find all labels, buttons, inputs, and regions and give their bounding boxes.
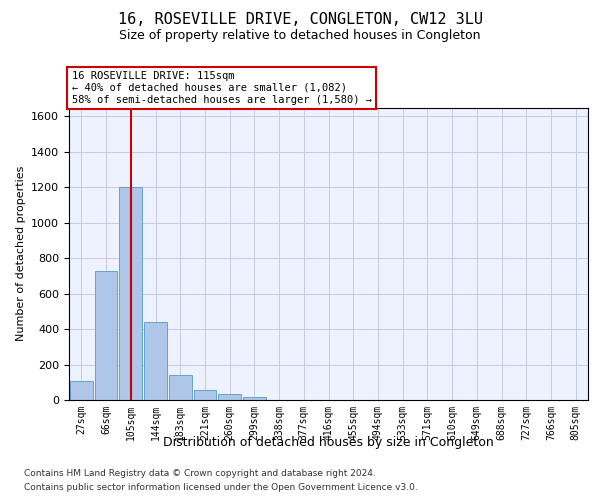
Y-axis label: Number of detached properties: Number of detached properties xyxy=(16,166,26,342)
Text: Size of property relative to detached houses in Congleton: Size of property relative to detached ho… xyxy=(119,29,481,42)
Bar xyxy=(169,375,191,400)
Text: Contains public sector information licensed under the Open Government Licence v3: Contains public sector information licen… xyxy=(24,484,418,492)
Text: 16, ROSEVILLE DRIVE, CONGLETON, CW12 3LU: 16, ROSEVILLE DRIVE, CONGLETON, CW12 3LU xyxy=(118,12,482,28)
Bar xyxy=(70,382,93,400)
Bar xyxy=(194,390,216,400)
Text: Distribution of detached houses by size in Congleton: Distribution of detached houses by size … xyxy=(163,436,494,449)
Text: Contains HM Land Registry data © Crown copyright and database right 2024.: Contains HM Land Registry data © Crown c… xyxy=(24,468,376,477)
Text: 16 ROSEVILLE DRIVE: 115sqm
← 40% of detached houses are smaller (1,082)
58% of s: 16 ROSEVILLE DRIVE: 115sqm ← 40% of deta… xyxy=(71,72,371,104)
Bar xyxy=(243,398,266,400)
Bar xyxy=(119,188,142,400)
Bar xyxy=(218,394,241,400)
Bar xyxy=(95,270,118,400)
Bar xyxy=(144,322,167,400)
